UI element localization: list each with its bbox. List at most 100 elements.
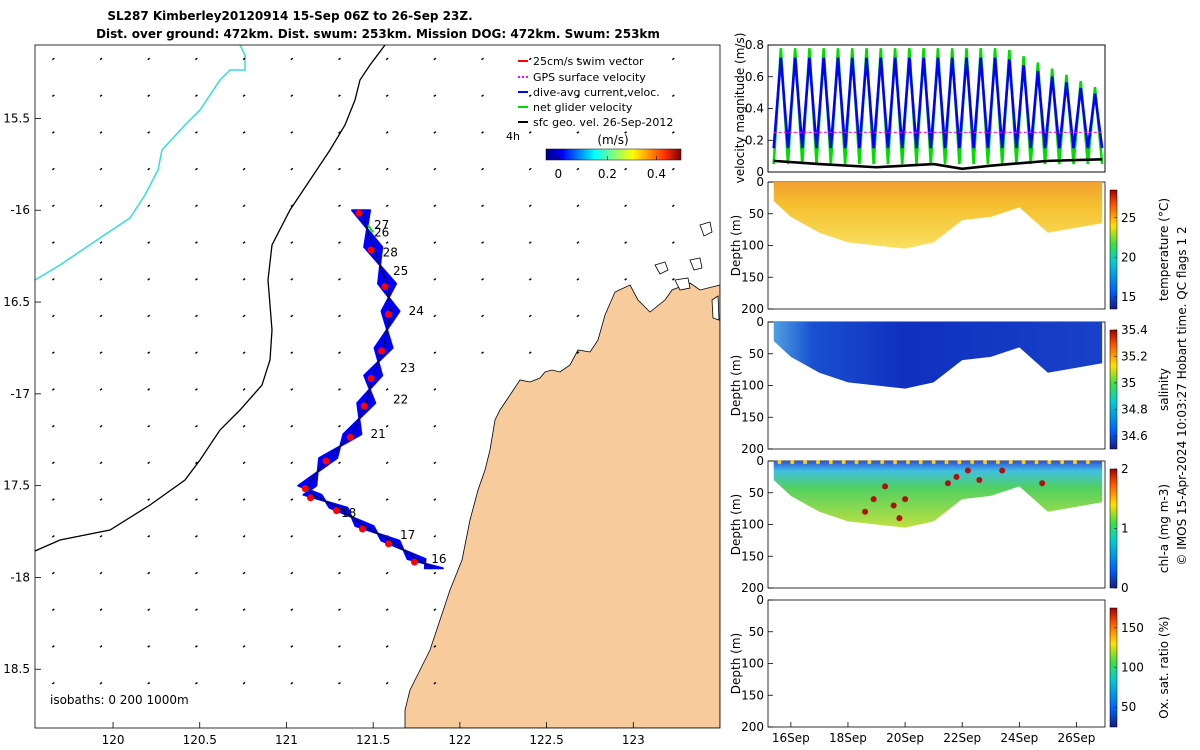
map-x-ticks: 120 120.5 121 121.5 122 122.5 123: [102, 722, 645, 747]
section-y-tick-label: 50: [749, 486, 764, 500]
map-colorbar-tick-label: 0.2: [598, 167, 617, 181]
legend-swim-vector: 25cm/s swim vector: [533, 55, 644, 68]
chl-surface-point: [995, 460, 1000, 465]
sfc-velocity-arrow: [528, 277, 532, 281]
sfc-velocity-arrow: [576, 131, 580, 134]
sfc-velocity-arrow: [528, 351, 532, 355]
sfc-velocity-arrow: [147, 57, 151, 61]
sfc-velocity-arrow: [528, 94, 532, 97]
section-data-field: [773, 182, 1103, 249]
sfc-velocity-arrow: [671, 94, 675, 97]
sfc-velocity-arrow: [242, 351, 246, 355]
sfc-velocity-arrow: [481, 351, 484, 355]
sfc-velocity-arrow: [481, 94, 484, 97]
sfc-velocity-arrow: [194, 94, 198, 97]
section-colorbar-label: temperature (°C): [1157, 198, 1171, 301]
section-colorbar-tick-label: 35.2: [1121, 349, 1148, 363]
sfc-velocity-arrow: [671, 57, 675, 61]
sfc-velocity-arrow: [194, 645, 198, 648]
sfc-velocity-arrow: [51, 204, 55, 208]
sfc-velocity-arrow: [338, 131, 341, 134]
swim-vector-mark: [306, 494, 314, 502]
velocity-y-tick-label: 0: [756, 165, 764, 179]
sfc-velocity-arrow: [242, 498, 246, 501]
section-colorbar-tick-label: 35: [1121, 376, 1136, 390]
velocity-series-line: [772, 57, 1104, 149]
surface-velocity-arrows: [51, 57, 675, 685]
chl-surface-point: [918, 460, 923, 465]
map-x-tick-label: 121: [275, 733, 298, 747]
legend-sfc-geo: sfc geo. vel. 26-Sep-2012: [533, 116, 673, 129]
map-x-tick-label: 120: [102, 733, 125, 747]
sfc-velocity-arrow: [51, 314, 55, 318]
section-y-tick-label: 0: [756, 175, 764, 189]
chl-surface-point: [854, 460, 859, 465]
sfc-velocity-arrow: [242, 314, 246, 318]
sfc-velocity-arrow: [194, 534, 198, 538]
sfc-velocity-arrow: [99, 131, 103, 134]
chl-surface-point: [983, 460, 988, 465]
sfc-velocity-arrow: [242, 534, 246, 538]
chl-surface-point: [931, 460, 936, 465]
sfc-velocity-arrow: [147, 645, 151, 648]
map-colorbar: (m/s) 0 0.2 0.4: [545, 133, 682, 181]
day-label: 24: [409, 304, 424, 318]
map-x-tick-label: 122: [448, 733, 471, 747]
sfc-velocity-arrow: [290, 534, 294, 538]
sfc-velocity-arrow: [528, 57, 532, 61]
sfc-velocity-arrow: [242, 424, 246, 428]
sfc-velocity-arrow: [51, 277, 55, 281]
day-label: 18: [341, 506, 356, 520]
section-y-tick-label: 0: [756, 454, 764, 468]
sfc-velocity-arrow: [433, 57, 437, 61]
sfc-velocity-arrow: [99, 57, 103, 61]
sfc-velocity-arrow: [433, 314, 437, 318]
swim-vector-mark: [381, 283, 389, 291]
velocity-series-line: [773, 158, 1103, 171]
section-axes-frame: [767, 599, 1106, 728]
section-y-tick-label: 50: [749, 207, 764, 221]
velocity-y-tick-label: 0.6: [745, 70, 764, 84]
section-colorbar-tick-label: 100: [1121, 661, 1144, 675]
sfc-velocity-arrow: [338, 57, 341, 61]
sfc-velocity-arrow: [242, 204, 246, 208]
map-y-tick-label: -18: [10, 570, 30, 584]
sfc-velocity-arrow: [528, 131, 532, 134]
sfc-velocity-arrow: [481, 277, 484, 281]
sfc-velocity-arrow: [528, 314, 532, 318]
sfc-velocity-arrow: [51, 608, 55, 612]
sfc-velocity-arrow: [671, 167, 675, 171]
sfc-velocity-arrow: [624, 94, 628, 97]
sfc-velocity-arrow: [99, 645, 103, 648]
sfc-velocity-arrow: [242, 388, 246, 391]
chl-surface-point: [1047, 460, 1052, 465]
sfc-velocity-arrow: [290, 314, 294, 318]
sfc-velocity-arrow: [624, 131, 628, 134]
chl-surface-point: [790, 460, 795, 465]
sfc-velocity-arrow: [290, 204, 294, 208]
sfc-velocity-arrow: [99, 351, 103, 355]
day-label: 28: [383, 245, 398, 259]
sfc-velocity-arrow: [242, 645, 246, 648]
sfc-velocity-arrow: [385, 94, 389, 97]
section-colorbar-tick-label: 20: [1121, 250, 1136, 264]
section-y-tick-label: 50: [749, 625, 764, 639]
chl-high-point: [896, 515, 903, 522]
sfc-velocity-arrow: [338, 461, 341, 465]
sfc-velocity-arrow: [576, 57, 580, 61]
section-x-tick-label: 24Sep: [1000, 731, 1038, 745]
sfc-velocity-arrow: [671, 277, 675, 281]
chl-surface-point: [1060, 460, 1065, 465]
sfc-velocity-arrow: [338, 571, 341, 575]
sfc-velocity-arrow: [385, 681, 389, 685]
sfc-velocity-arrow: [147, 241, 151, 244]
velocity-y-tick-label: 0.8: [745, 38, 764, 52]
sfc-velocity-arrow: [385, 167, 389, 171]
sfc-velocity-arrow: [481, 204, 484, 208]
sfc-velocity-arrow: [242, 461, 246, 465]
velocity-ylabel: velocity magnitude (m/s): [733, 33, 747, 184]
glider-track: [297, 209, 444, 570]
sfc-velocity-arrow: [338, 94, 341, 97]
chl-high-point: [976, 477, 983, 484]
